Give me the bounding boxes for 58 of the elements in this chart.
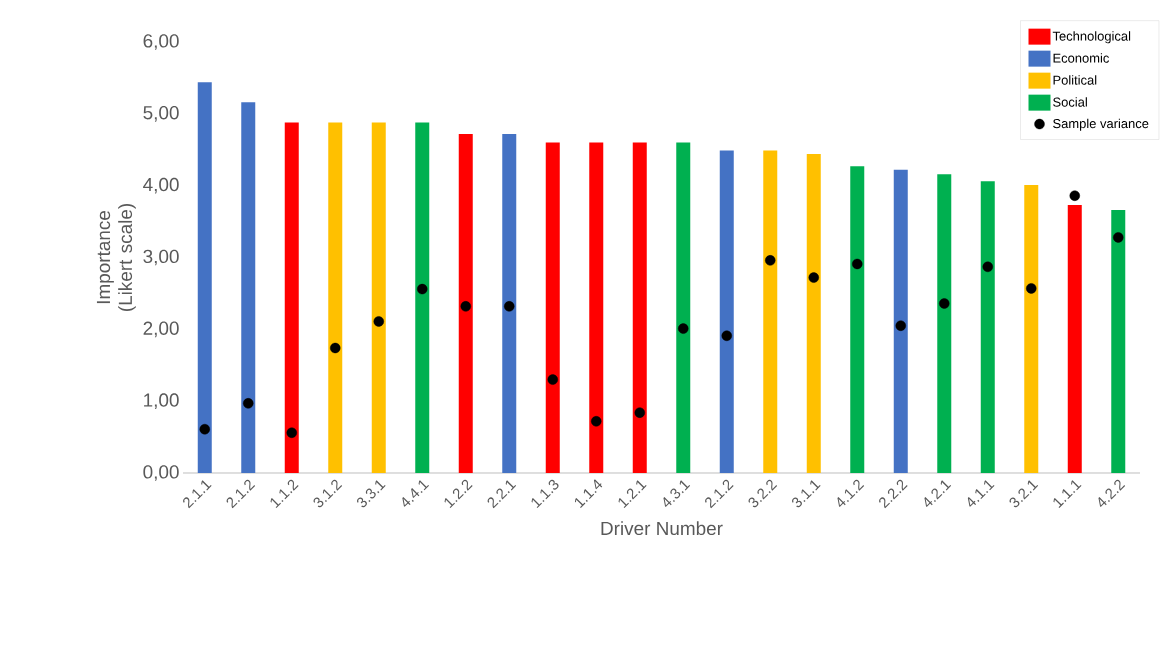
point <box>634 407 645 418</box>
bar <box>371 122 386 473</box>
bar <box>1067 205 1082 473</box>
bar <box>893 169 908 473</box>
bar <box>763 150 778 473</box>
bar <box>1024 184 1039 473</box>
y-tick-label: 1,00 <box>144 393 179 409</box>
point <box>547 374 558 385</box>
bar <box>980 181 995 473</box>
y-tick-label: 6,00 <box>143 34 179 50</box>
y-tick-label: 2,00 <box>143 321 179 338</box>
bar <box>632 142 647 473</box>
bar <box>545 142 560 473</box>
bar <box>284 122 299 473</box>
point <box>1069 190 1080 201</box>
bar <box>937 174 952 473</box>
bar <box>806 154 821 473</box>
bar <box>850 166 865 473</box>
y-tick-label: 0,00 <box>143 465 179 481</box>
point <box>939 298 950 309</box>
legend-label: Sample variance <box>1053 118 1149 131</box>
point <box>1113 232 1124 243</box>
bar <box>502 133 517 473</box>
point <box>852 258 863 270</box>
y-tick-label: 4,00 <box>143 177 179 194</box>
point <box>504 301 515 312</box>
y-axis-title: Importance (Likert scale) <box>96 204 136 312</box>
point <box>982 261 993 273</box>
point <box>243 398 254 409</box>
bar <box>1111 210 1126 473</box>
bar <box>328 122 343 473</box>
bar <box>415 122 430 473</box>
point <box>460 301 471 312</box>
point <box>678 323 689 334</box>
point <box>199 423 210 435</box>
point <box>591 416 602 427</box>
point <box>330 342 341 354</box>
legend-label: Social <box>1053 97 1087 107</box>
legend-label: Technological <box>1052 31 1131 44</box>
point <box>808 272 819 283</box>
bar <box>719 150 734 473</box>
y-tick-label: 5,00 <box>143 106 179 122</box>
bar <box>241 102 256 473</box>
point <box>1026 283 1037 294</box>
point <box>373 316 384 327</box>
point <box>417 283 428 295</box>
bar <box>676 142 691 473</box>
point <box>721 330 732 341</box>
point <box>895 320 906 331</box>
bar <box>458 133 473 473</box>
point <box>286 427 297 438</box>
legend-label: Economic <box>1053 53 1110 63</box>
bar <box>197 82 212 473</box>
legend-label: Political <box>1053 75 1097 85</box>
y-tick-label: 3,00 <box>143 249 179 266</box>
point <box>765 255 776 266</box>
bar <box>589 142 604 473</box>
x-axis-title: Driver Number <box>601 521 723 536</box>
